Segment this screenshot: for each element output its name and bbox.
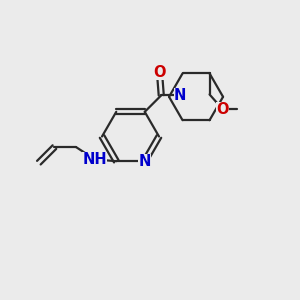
Text: O: O [154, 65, 166, 80]
Text: N: N [174, 88, 186, 103]
Text: NH: NH [82, 152, 107, 167]
Text: O: O [216, 102, 228, 117]
Text: N: N [139, 154, 151, 169]
